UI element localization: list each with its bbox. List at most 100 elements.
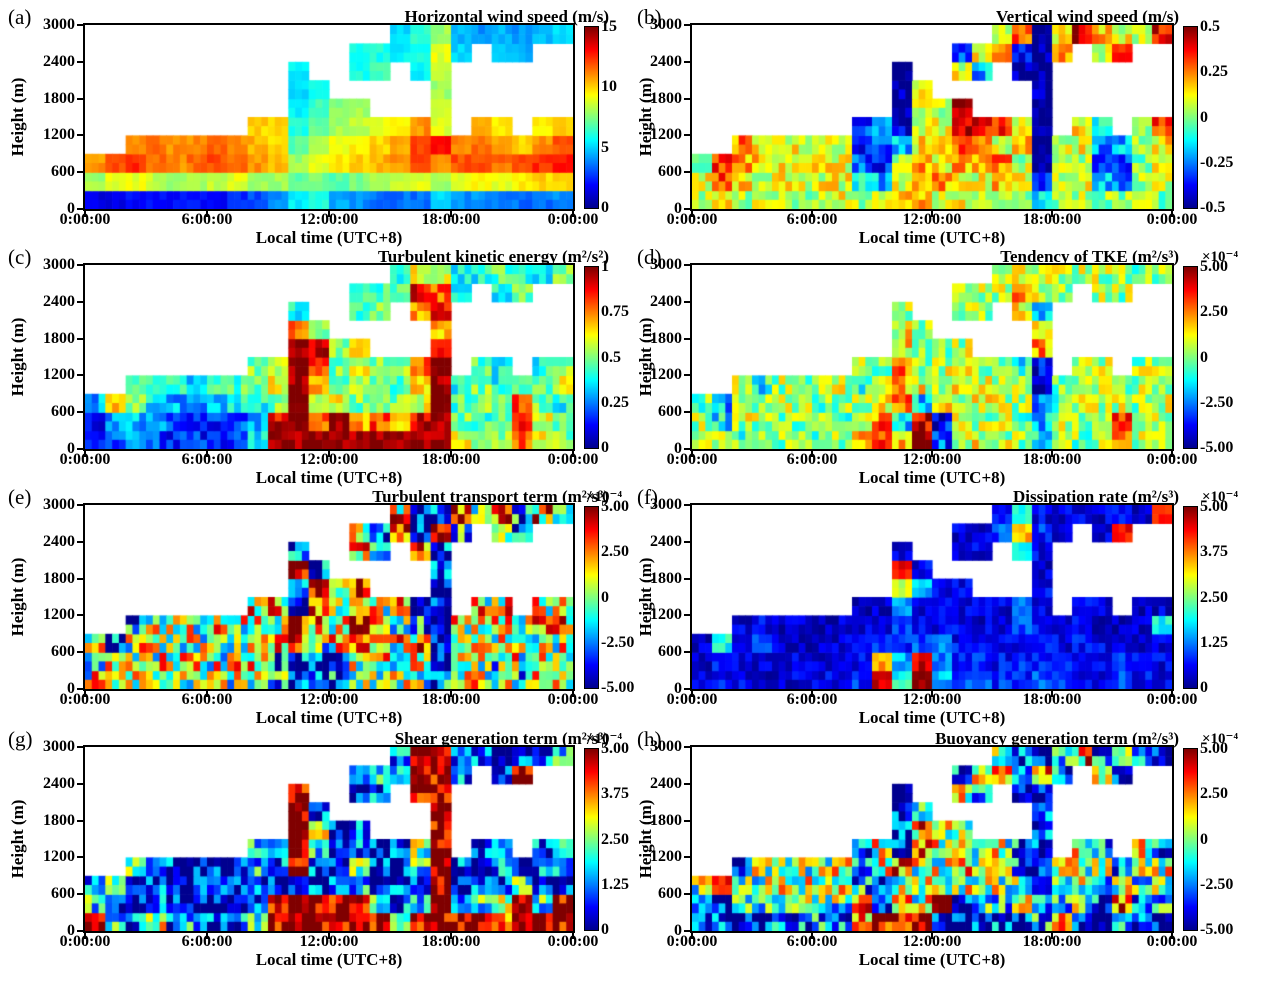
- panel-letter-label: (g): [8, 727, 33, 751]
- colorbar: [1183, 748, 1198, 931]
- x-tick-label: 0:00:00: [1146, 211, 1198, 228]
- x-tick-label: 0:00:00: [666, 211, 718, 228]
- x-tick-label: 0:00:00: [1146, 933, 1198, 950]
- x-tick-mark: [206, 933, 208, 939]
- y-tick-label: 3000: [650, 16, 682, 33]
- heatmap-plot: [83, 503, 575, 691]
- x-tick-mark: [572, 451, 574, 457]
- heatmap-canvas: [692, 265, 1172, 449]
- y-tick-mark: [684, 856, 690, 859]
- y-tick-mark: [77, 893, 83, 896]
- colorbar-tick-label: 0.75: [601, 303, 629, 321]
- x-tick-mark: [450, 691, 452, 697]
- y-tick-label: 3000: [43, 16, 75, 33]
- heatmap-canvas: [85, 25, 573, 209]
- panel-b: (b) Vertical wind speed (m/s) Height (m)…: [636, 0, 1271, 247]
- x-tick-mark: [328, 933, 330, 939]
- colorbar-tick-label: 5.00: [1200, 258, 1228, 275]
- colorbar-tick-label: 0.5: [601, 348, 621, 366]
- y-tick-mark: [77, 134, 83, 137]
- colorbar-tick-label: 15: [601, 18, 617, 35]
- y-tick-mark: [684, 337, 690, 340]
- y-tick-label: 2400: [43, 532, 75, 550]
- colorbar-tick-label: 0: [601, 199, 609, 216]
- y-tick-mark: [684, 448, 690, 450]
- x-tick-label: 12:00:00: [299, 933, 359, 950]
- colorbar-tick-label: -2.50: [1200, 875, 1234, 893]
- x-tick-label: 18:00:00: [1022, 933, 1082, 950]
- panel-title: Horizontal wind speed (m/s): [404, 7, 609, 26]
- panel-title: Turbulent transport term (m²/s³): [372, 487, 609, 506]
- colorbar-tick-label: 5.00: [601, 498, 629, 515]
- y-tick-label: 600: [658, 403, 682, 421]
- x-tick-mark: [1171, 933, 1173, 939]
- x-tick-mark: [328, 211, 330, 217]
- colorbar-tick-label: 0: [601, 921, 609, 938]
- x-tick-label: 12:00:00: [902, 451, 962, 468]
- y-tick-label: 1800: [43, 329, 75, 347]
- y-tick-label: 3000: [43, 738, 75, 755]
- x-tick-mark: [1051, 451, 1053, 457]
- y-tick-label: 600: [658, 643, 682, 661]
- panel-f: (f) Dissipation rate (m²/s³) ×10⁻⁴ Heigh…: [636, 480, 1271, 727]
- y-tick-mark: [684, 300, 690, 303]
- x-tick-mark: [1171, 691, 1173, 697]
- heatmap-canvas: [692, 25, 1172, 209]
- x-tick-mark: [450, 211, 452, 217]
- colorbar: [1183, 266, 1198, 449]
- colorbar: [584, 748, 599, 931]
- x-tick-label: 0:00:00: [547, 933, 599, 950]
- y-tick-mark: [77, 60, 83, 63]
- colorbar-tick-label: 0: [1200, 108, 1208, 126]
- x-tick-label: 0:00:00: [666, 451, 718, 468]
- y-tick-mark: [77, 930, 83, 932]
- y-tick-label: 3000: [650, 738, 682, 755]
- y-tick-mark: [684, 504, 690, 506]
- colorbar-tick-label: -5.00: [1200, 921, 1234, 938]
- y-tick-label: 600: [51, 643, 75, 661]
- y-tick-mark: [77, 448, 83, 450]
- y-tick-label: 3000: [650, 496, 682, 513]
- y-tick-label: 600: [51, 163, 75, 181]
- x-tick-mark: [572, 691, 574, 697]
- y-tick-label: 2400: [43, 292, 75, 310]
- x-tick-label: 18:00:00: [1022, 691, 1082, 708]
- y-tick-label: 2400: [650, 532, 682, 550]
- panel-h: (h) Buoyancy generation term (m²/s³) ×10…: [636, 722, 1271, 983]
- y-tick-label: 3000: [650, 256, 682, 273]
- colorbar-tick-label: 1: [601, 258, 609, 275]
- y-tick-mark: [684, 930, 690, 932]
- panel-d: (d) Tendency of TKE (m²/s³) ×10⁻⁴ Height…: [636, 240, 1271, 487]
- y-tick-mark: [77, 819, 83, 822]
- x-tick-label: 6:00:00: [181, 211, 233, 228]
- colorbar-tick-label: 5: [601, 138, 609, 156]
- x-tick-label: 18:00:00: [1022, 451, 1082, 468]
- y-tick-mark: [77, 374, 83, 377]
- panel-letter-label: (h): [637, 727, 662, 751]
- x-axis-title: Local time (UTC+8): [255, 708, 403, 727]
- x-axis-title: Local time (UTC+8): [858, 950, 1006, 969]
- y-tick-mark: [684, 374, 690, 377]
- y-tick-label: 0: [67, 680, 75, 697]
- y-tick-label: 1200: [43, 366, 75, 384]
- y-tick-label: 1800: [43, 89, 75, 107]
- colorbar-gradient: [585, 27, 598, 208]
- x-tick-mark: [206, 451, 208, 457]
- x-tick-label: 12:00:00: [902, 933, 962, 950]
- panel-title: Buoyancy generation term (m²/s³): [935, 729, 1179, 748]
- x-tick-mark: [84, 211, 86, 217]
- x-tick-label: 18:00:00: [1022, 211, 1082, 228]
- x-tick-mark: [450, 451, 452, 457]
- panel-title: Dissipation rate (m²/s³): [1012, 487, 1179, 506]
- y-tick-mark: [77, 577, 83, 580]
- x-tick-label: 6:00:00: [181, 451, 233, 468]
- panel-a: (a) Horizontal wind speed (m/s) Height (…: [0, 0, 635, 247]
- colorbar-multiplier-label: ×10⁻⁴: [586, 489, 622, 505]
- x-tick-label: 18:00:00: [421, 211, 481, 228]
- colorbar-gradient: [585, 507, 598, 688]
- y-tick-mark: [77, 504, 83, 506]
- y-tick-mark: [77, 411, 83, 414]
- heatmap-plot: [690, 23, 1174, 211]
- y-tick-mark: [684, 540, 690, 543]
- y-tick-label: 0: [67, 200, 75, 217]
